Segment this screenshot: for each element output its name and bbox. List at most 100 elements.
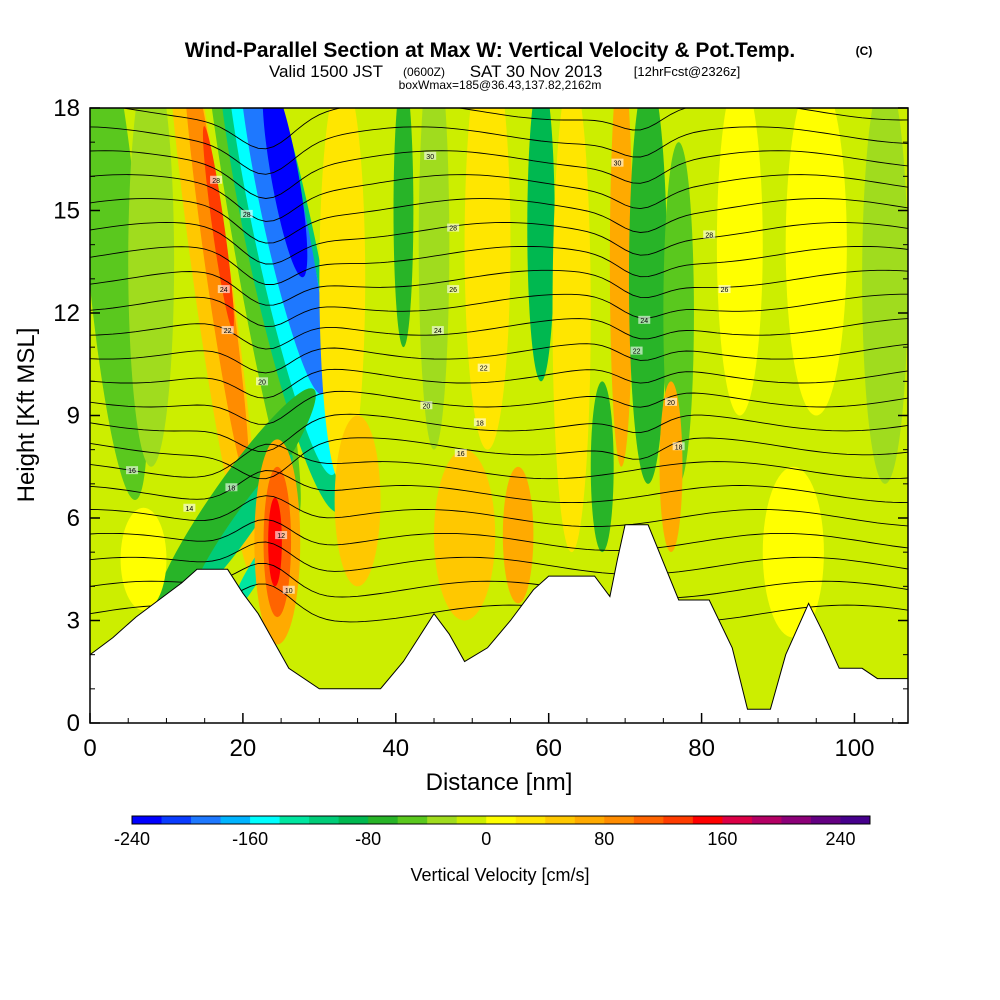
theta-isoline — [90, 222, 908, 265]
subtitle-forecast: [12hrFcst@2326z] — [634, 64, 740, 79]
velocity-cell — [502, 466, 534, 604]
y-tick-label: 0 — [67, 710, 80, 737]
velocity-cell — [128, 108, 175, 467]
contour-label: 20 — [422, 403, 430, 410]
colorbar-tick-label: 160 — [707, 829, 737, 849]
colorbar-swatch — [840, 816, 871, 824]
contour-label-bg — [473, 418, 486, 427]
contour-label: 18 — [476, 420, 484, 427]
contour-label: 18 — [675, 444, 683, 451]
colorbar-tick-label: 240 — [825, 829, 855, 849]
colorbar-swatch — [810, 816, 841, 824]
contour-label: 22 — [633, 349, 641, 356]
colorbar-swatch — [456, 816, 487, 824]
y-tick-label: 6 — [67, 505, 80, 532]
velocity-cell — [609, 108, 633, 467]
x-tick-label: 60 — [535, 735, 562, 762]
theta-isoline — [90, 245, 908, 285]
colorbar-swatch — [397, 816, 428, 824]
contour-label: 18 — [228, 485, 236, 492]
contour-label-bg — [665, 397, 678, 406]
contour-label-bg — [630, 346, 643, 355]
contour-label: 16 — [128, 468, 136, 475]
velocity-cell — [552, 108, 591, 553]
subtitle-zulu: (0600Z) — [403, 65, 445, 79]
contour-label: 22 — [480, 366, 488, 373]
colorbar-tick-label: -160 — [232, 829, 268, 849]
x-axis-label: Distance [nm] — [426, 769, 573, 796]
y-tick-label: 15 — [53, 198, 80, 225]
theta-isoline — [90, 541, 908, 575]
contour-label-bg — [240, 209, 253, 218]
contour-label-bg — [282, 585, 295, 594]
theta-isoline — [90, 519, 908, 551]
theta-isoline — [90, 495, 908, 527]
theta-isoline — [90, 443, 908, 480]
x-tick-label: 100 — [834, 735, 874, 762]
colorbar-tick-label: -240 — [114, 829, 150, 849]
y-tick-label: 18 — [53, 95, 80, 122]
theta-isoline — [90, 343, 908, 374]
colorbar-swatch — [486, 816, 517, 824]
contour-label: 16 — [457, 451, 465, 458]
contour-label: 28 — [243, 212, 251, 219]
velocity-cell — [319, 108, 366, 484]
colorbar-swatch — [574, 816, 605, 824]
colorbar-swatch — [279, 816, 310, 824]
plot-area: 28 28 24 22 20 18 16 14 12 10 30 28 26 24 22 20 18 16 30 28… — [90, 108, 908, 723]
theta-isoline — [90, 293, 908, 328]
colorbar-swatch — [722, 816, 753, 824]
colorbar-swatch — [368, 816, 399, 824]
subtitle-date: SAT 30 Nov 2013 — [470, 62, 603, 81]
theta-isoline — [119, 108, 908, 150]
title-mark: (C) — [856, 44, 873, 58]
contour-label-bg — [703, 230, 716, 239]
theta-isoline — [90, 198, 908, 244]
contour-label-bg — [183, 503, 196, 512]
contour-label: 26 — [721, 287, 729, 294]
velocity-cell — [464, 108, 511, 450]
contour-label-bg — [275, 531, 288, 540]
contour-label: 20 — [258, 379, 266, 386]
velocity-cell — [716, 108, 763, 416]
x-tick-label: 0 — [83, 735, 96, 762]
colorbar-swatch — [545, 816, 576, 824]
y-tick-label: 9 — [67, 403, 80, 430]
colorbar — [131, 815, 871, 825]
velocity-cell — [268, 497, 282, 587]
colorbar-swatch — [191, 816, 222, 824]
colorbar-swatch — [338, 816, 369, 824]
contour-label: 20 — [667, 400, 675, 407]
terrain-profile — [90, 524, 908, 723]
contour-label: 28 — [705, 232, 713, 239]
velocity-cell — [418, 108, 450, 450]
contour-label: 30 — [426, 154, 434, 161]
theta-isoline — [90, 126, 908, 175]
contour-label-bg — [210, 175, 223, 184]
velocity-cell — [434, 449, 496, 621]
x-axis-ticks: 0 20 40 60 80 100 — [83, 713, 894, 762]
colorbar-tick-label: 0 — [481, 829, 491, 849]
velocity-cell — [862, 108, 908, 484]
contour-label-bg — [447, 285, 460, 294]
colorbar-swatch — [633, 816, 664, 824]
colorbar-tick-label: -80 — [355, 829, 381, 849]
contour-label-bg — [424, 151, 437, 160]
contour-label: 30 — [614, 161, 622, 168]
contour-label: 26 — [449, 287, 457, 294]
y-axis-label: Height [Kft MSL] — [13, 328, 40, 503]
subtitle-valid: Valid 1500 JST — [269, 62, 383, 81]
colorbar-tick-labels: -240 -160 -80 0 80 160 240 — [114, 829, 856, 849]
contour-label-bg — [256, 377, 269, 386]
velocity-cell — [183, 108, 250, 482]
contour-label: 28 — [212, 178, 220, 185]
contour-label: 24 — [434, 328, 442, 335]
theta-isoline — [90, 390, 908, 425]
theta-isoline — [90, 174, 908, 222]
contour-label: 10 — [285, 588, 293, 595]
velocity-cell — [393, 108, 414, 348]
y-tick-label: 3 — [67, 608, 80, 635]
contour-label: 28 — [449, 226, 457, 233]
colorbar-swatch — [132, 816, 163, 824]
